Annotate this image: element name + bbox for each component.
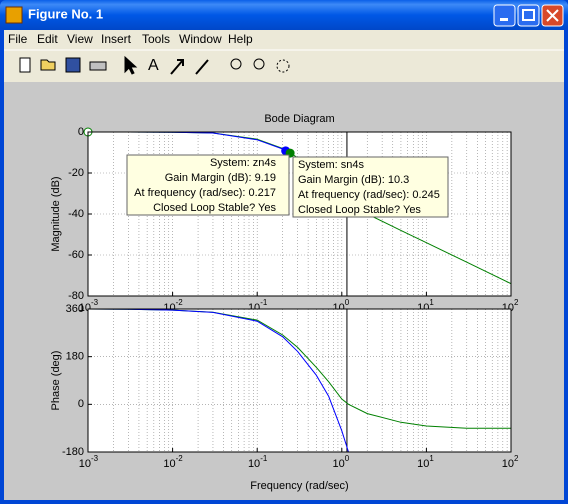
chart-title: Bode Diagram: [264, 113, 334, 125]
rotate-button[interactable]: [276, 59, 290, 73]
app-icon: [5, 6, 23, 24]
save-button[interactable]: [65, 57, 81, 73]
menu-bar: File Edit View Insert Tools Window Help: [8, 32, 253, 46]
menu-item[interactable]: Edit: [37, 32, 58, 46]
datatip-line: Gain Margin (dB): 10.3: [298, 174, 409, 186]
datatip-line: System: sn4s: [298, 159, 365, 171]
minimize-button[interactable]: [493, 4, 516, 27]
x-tick-exponent: 2: [514, 454, 519, 463]
menu-item[interactable]: Insert: [101, 32, 132, 46]
x-tick-exponent: 0: [345, 298, 350, 307]
x-tick-label: 10: [417, 458, 429, 470]
x-tick-exponent: -3: [91, 298, 99, 307]
x-tick-exponent: -2: [176, 298, 184, 307]
x-tick-label: 10: [163, 458, 175, 470]
datatip: [292, 156, 449, 218]
y-axis-label: Phase (deg): [50, 351, 62, 411]
menu-item[interactable]: File: [8, 32, 28, 46]
axes-border: [87, 308, 512, 453]
y-tick-label: 360: [66, 303, 84, 315]
datatip-line: Gain Margin (dB): 9.19: [165, 172, 276, 184]
line-button[interactable]: [195, 59, 209, 75]
maximize-button[interactable]: [517, 4, 540, 27]
y-tick-label: 0: [78, 398, 84, 410]
datatip-line: At frequency (rad/sec): 0.245: [298, 189, 440, 201]
title-bar: [0, 0, 568, 30]
menu-item[interactable]: View: [67, 32, 93, 46]
axes-border: [87, 131, 512, 297]
y-tick-label: -40: [68, 208, 84, 220]
x-tick-label: 10: [248, 458, 260, 470]
text-tool-icon[interactable]: A: [148, 57, 159, 74]
edit-plot-button[interactable]: [124, 55, 138, 75]
x-tick-exponent: 2: [514, 298, 519, 307]
print-button[interactable]: [89, 61, 107, 71]
x-tick-exponent: -1: [260, 298, 268, 307]
y-tick-label: -80: [68, 290, 84, 302]
x-tick-label: 10: [79, 458, 91, 470]
x-axis-label: Frequency (rad/sec): [250, 480, 348, 492]
x-tick-label: 10: [333, 458, 345, 470]
arrow-button[interactable]: [170, 59, 184, 75]
zoom-out-button[interactable]: [253, 58, 265, 70]
close-icon: [546, 9, 559, 22]
window-title: Figure No. 1: [28, 6, 103, 21]
x-tick-exponent: 1: [429, 298, 434, 307]
y-tick-label: -60: [68, 249, 84, 261]
x-tick-label: 10: [502, 458, 514, 470]
datatip-line: Closed Loop Stable? Yes: [298, 204, 421, 216]
y-tick-label: 0: [78, 126, 84, 138]
y-tick-label: -180: [62, 446, 84, 458]
datatip-line: Closed Loop Stable? Yes: [153, 202, 276, 214]
x-tick-exponent: 1: [429, 454, 434, 463]
y-tick-label: 180: [66, 351, 84, 363]
menu-item[interactable]: Help: [228, 32, 253, 46]
datatip-line: System: zn4s: [210, 157, 277, 169]
x-tick-exponent: -3: [91, 454, 99, 463]
minimize-icon: [500, 18, 508, 21]
datatip-line: At frequency (rad/sec): 0.217: [134, 187, 276, 199]
axes-background: [88, 309, 511, 452]
open-button[interactable]: [40, 59, 56, 71]
toolbar: A: [19, 55, 290, 75]
new-button[interactable]: [19, 57, 31, 73]
zoom-in-button[interactable]: [230, 58, 242, 70]
plots: 10 -3 10 -2 10 -1 10 0 10 1 10 20-20-40-60-80System…: [50, 113, 519, 492]
x-tick-exponent: 0: [345, 454, 350, 463]
x-tick-exponent: -2: [176, 454, 184, 463]
y-tick-label: -20: [68, 167, 84, 179]
menu-item[interactable]: Window: [179, 32, 222, 46]
x-tick-exponent: -1: [260, 454, 268, 463]
maximize-icon: [522, 9, 535, 21]
y-axis-label: Magnitude (dB): [50, 176, 62, 251]
datatip: [126, 154, 290, 216]
series-line: [88, 309, 349, 452]
menu-item[interactable]: Tools: [142, 32, 170, 46]
